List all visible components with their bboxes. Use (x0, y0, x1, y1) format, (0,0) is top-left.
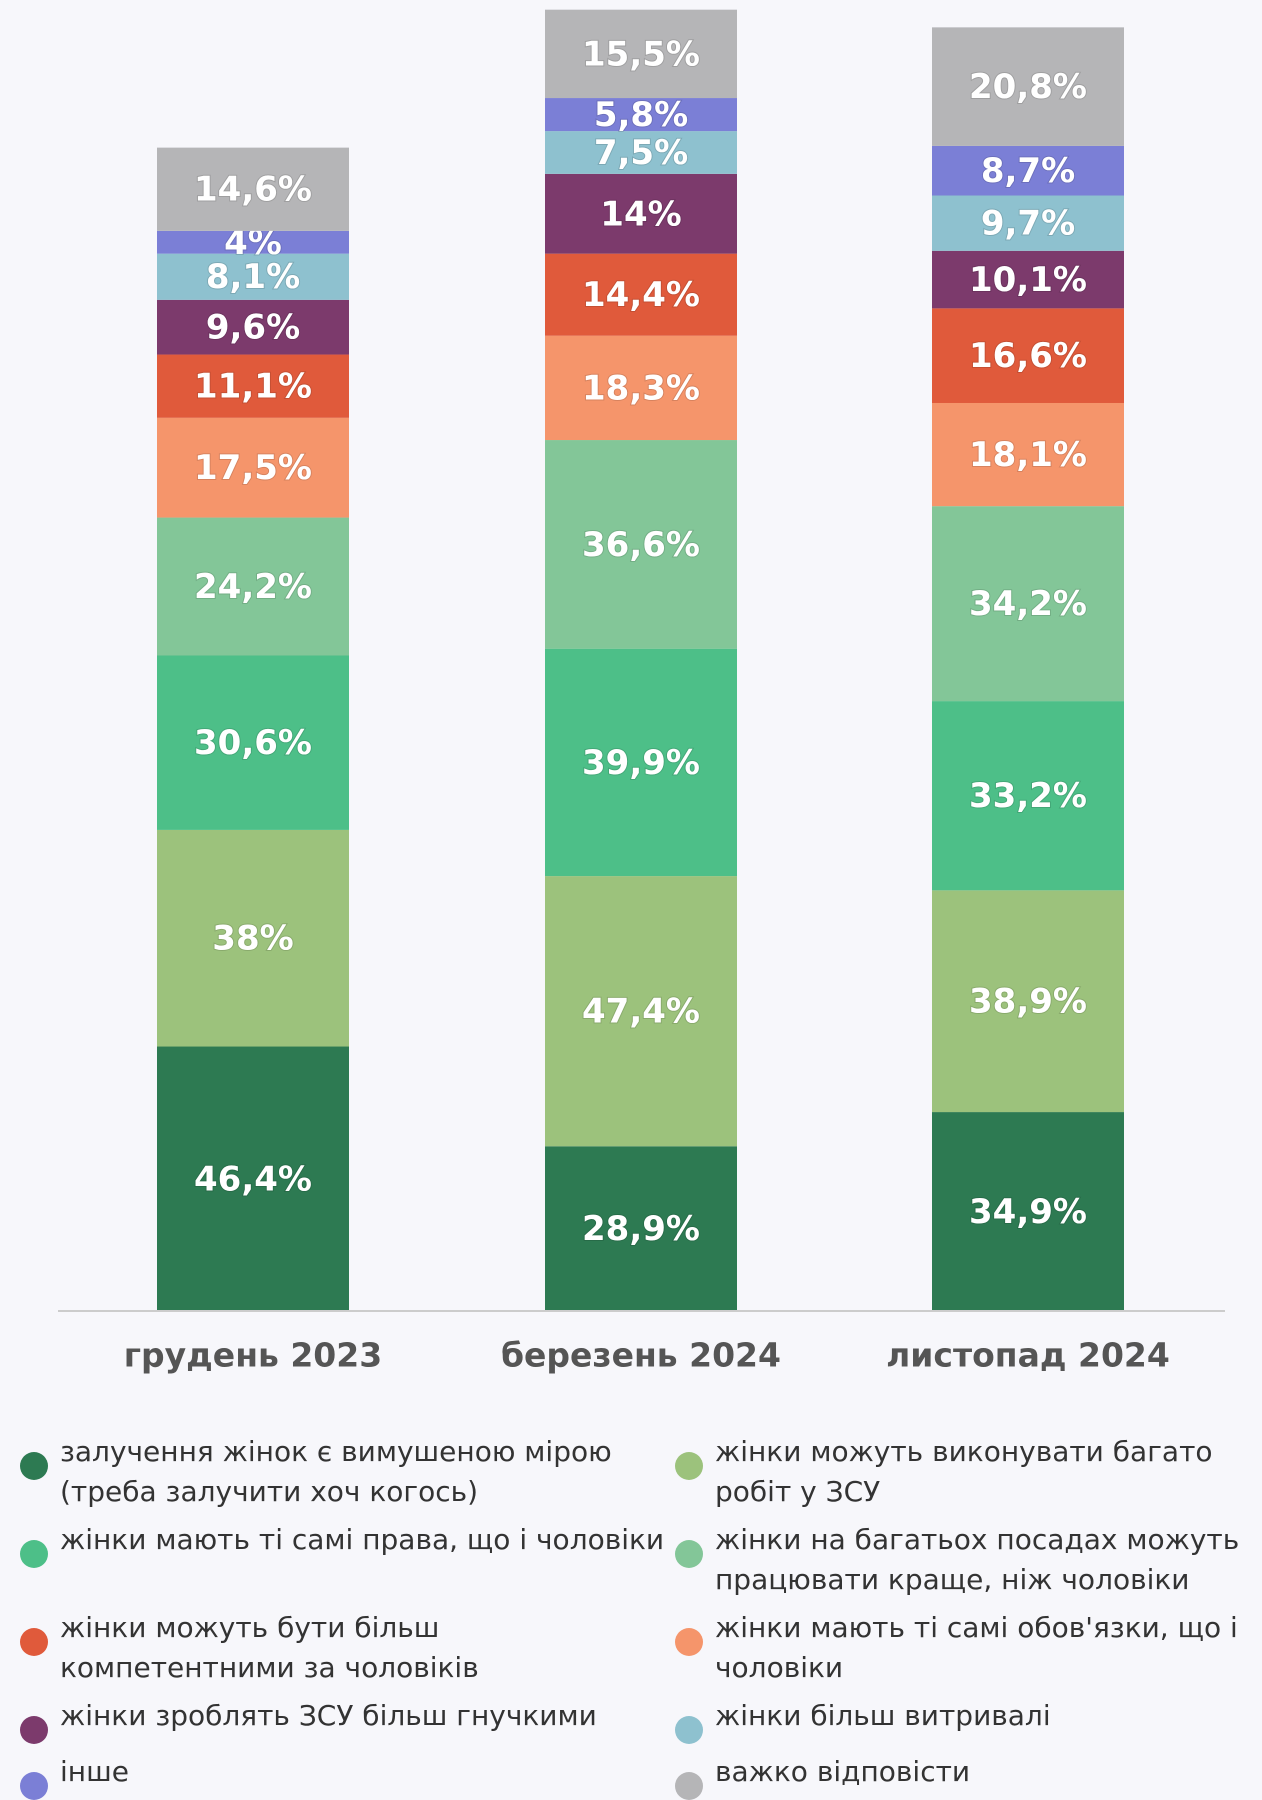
bar-segment (932, 701, 1124, 891)
chart: 46,4%38%30,6%24,2%17,5%11,1%9,6%8,1%4%14… (58, 9, 1225, 1375)
bar-segment (545, 335, 737, 441)
bar-segment (545, 648, 737, 877)
legend-label: інше (60, 1755, 129, 1788)
bar-segment (157, 299, 349, 355)
value-label: 28,9% (582, 1209, 700, 1249)
value-label: 11,1% (194, 367, 312, 407)
legend-label: жінки більш витривалі (715, 1699, 1051, 1732)
bar-segment (545, 9, 737, 99)
bar-segment (932, 402, 1124, 507)
bar-segment (932, 308, 1124, 403)
value-label: 8,1% (206, 257, 300, 297)
x-tick-label: листопад 2024 (886, 1336, 1170, 1375)
bar-segment (157, 253, 349, 300)
legend-label: важко відповісти (715, 1755, 971, 1788)
legend-swatch (675, 1716, 703, 1744)
value-label: 5,8% (594, 95, 688, 135)
legend-item: жінки зроблять ЗСУ більш гнучкими (20, 1696, 675, 1744)
bar-segment (545, 440, 737, 649)
value-label: 14% (600, 194, 681, 234)
value-label: 18,3% (582, 368, 700, 408)
value-label: 7,5% (594, 133, 688, 173)
legend-swatch (20, 1772, 48, 1800)
value-label: 8,7% (981, 151, 1075, 191)
value-label: 15,5% (582, 34, 700, 74)
bar-segment (932, 250, 1124, 309)
bar-segment (932, 1112, 1124, 1311)
bar-segment (545, 131, 737, 174)
value-label: 34,2% (969, 584, 1087, 624)
value-label: 17,5% (194, 448, 312, 488)
bar-segment (932, 506, 1124, 702)
value-label: 36,6% (582, 525, 700, 565)
value-label: 39,9% (582, 743, 700, 783)
legend-swatch (675, 1540, 703, 1568)
bar-segment (545, 1146, 737, 1311)
legend-item: важко відповісти (675, 1752, 1260, 1800)
legend-item: жінки більш витривалі (675, 1696, 1260, 1744)
value-label: 9,7% (981, 204, 1075, 244)
legend-label: жінки можуть бути більш компетентними за… (60, 1611, 479, 1684)
bar-segment (157, 1046, 349, 1311)
value-label: 34,9% (969, 1192, 1087, 1232)
bar-segment (157, 417, 349, 518)
legend-item: жінки на багатьох посадах можуть працюва… (675, 1520, 1260, 1600)
bar-segment (157, 354, 349, 418)
bar-segment (157, 655, 349, 830)
x-tick-label: березень 2024 (501, 1336, 781, 1375)
value-label: 14,4% (582, 275, 700, 315)
legend-item: жінки мають ті самі права, що і чоловіки (20, 1520, 675, 1600)
legend-swatch (675, 1772, 703, 1800)
legend-swatch (20, 1540, 48, 1568)
legend-item: інше (20, 1752, 675, 1800)
legend: залучення жінок є вимушеною мірою (треба… (20, 1432, 1260, 1800)
bar-segment (545, 98, 737, 132)
value-label: 47,4% (582, 992, 700, 1032)
value-label: 38% (212, 919, 293, 959)
bar-segment (932, 145, 1124, 196)
bar-segment (545, 876, 737, 1147)
bar-segment (157, 147, 349, 231)
legend-item: жінки можуть бути більш компетентними за… (20, 1608, 675, 1688)
value-label: 16,6% (969, 336, 1087, 376)
bar-segment (932, 27, 1124, 146)
legend-label: залучення жінок є вимушеною мірою (треба… (60, 1435, 612, 1508)
bar-segment (157, 517, 349, 656)
x-tick-label: грудень 2023 (124, 1336, 382, 1375)
legend-label: жінки на багатьох посадах можуть працюва… (715, 1523, 1240, 1596)
legend-swatch (675, 1628, 703, 1656)
value-label: 30,6% (194, 723, 312, 763)
value-label: 24,2% (194, 567, 312, 607)
legend-label: жінки зроблять ЗСУ більш гнучкими (60, 1699, 597, 1732)
legend-swatch (675, 1452, 703, 1480)
bar-segment (545, 173, 737, 254)
legend-item: жінки мають ті самі обов'язки, що і чоло… (675, 1608, 1260, 1688)
value-label: 20,8% (969, 67, 1087, 107)
legend-label: жінки можуть виконувати багато робіт у З… (715, 1435, 1213, 1508)
bar-segment (157, 230, 349, 254)
legend-label: жінки мають ті самі права, що і чоловіки (60, 1523, 665, 1556)
bar-segment (932, 195, 1124, 251)
bar-segment (545, 253, 737, 336)
value-label: 46,4% (194, 1159, 312, 1199)
value-label: 14,6% (194, 170, 312, 210)
legend-swatch (20, 1628, 48, 1656)
legend-item: залучення жінок є вимушеною мірою (треба… (20, 1432, 675, 1512)
value-label: 33,2% (969, 776, 1087, 816)
legend-item: жінки можуть виконувати багато робіт у З… (675, 1432, 1260, 1512)
legend-label: жінки мають ті самі обов'язки, що і чоло… (715, 1611, 1238, 1684)
legend-swatch (20, 1716, 48, 1744)
bar-segment (932, 890, 1124, 1113)
value-label: 18,1% (969, 435, 1087, 475)
value-label: 10,1% (969, 260, 1087, 300)
legend-swatch (20, 1452, 48, 1480)
value-label: 9,6% (206, 308, 300, 348)
bar-segment (157, 829, 349, 1047)
value-label: 38,9% (969, 982, 1087, 1022)
